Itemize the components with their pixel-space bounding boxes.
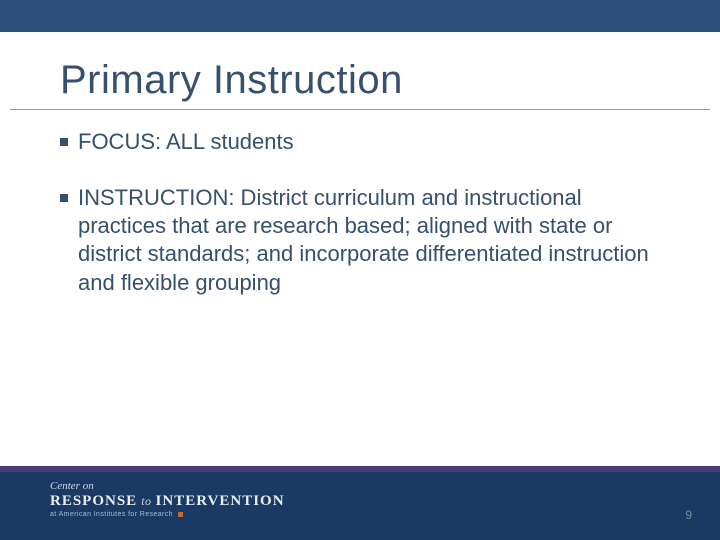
footer-logo-line1: Center on <box>50 480 670 492</box>
footer-to: to <box>141 494 151 509</box>
bullet-square-icon <box>60 194 68 202</box>
page-number: 9 <box>685 508 692 522</box>
bullet-text: FOCUS: ALL students <box>78 128 660 156</box>
footer-intervention: INTERVENTION <box>156 493 285 510</box>
footer-dot-icon <box>178 512 183 517</box>
footer-logo-line2: RESPONSE to INTERVENTION <box>50 493 670 510</box>
title-container: Primary Instruction <box>10 32 710 110</box>
slide: Primary Instruction FOCUS: ALL students … <box>0 0 720 540</box>
bullet-square-icon <box>60 138 68 146</box>
footer: Center on RESPONSE to INTERVENTION at Am… <box>0 472 720 540</box>
footer-response: RESPONSE <box>50 493 137 510</box>
bullet-item: INSTRUCTION: District curriculum and ins… <box>60 184 660 297</box>
bullet-text: INSTRUCTION: District curriculum and ins… <box>78 184 660 297</box>
slide-title: Primary Instruction <box>60 58 660 103</box>
top-bar <box>0 0 720 32</box>
content-area: FOCUS: ALL students INSTRUCTION: Distric… <box>0 110 720 297</box>
footer-subtitle-text: at American Institutes for Research <box>50 511 173 518</box>
bullet-item: FOCUS: ALL students <box>60 128 660 156</box>
footer-subtitle: at American Institutes for Research <box>50 511 670 518</box>
